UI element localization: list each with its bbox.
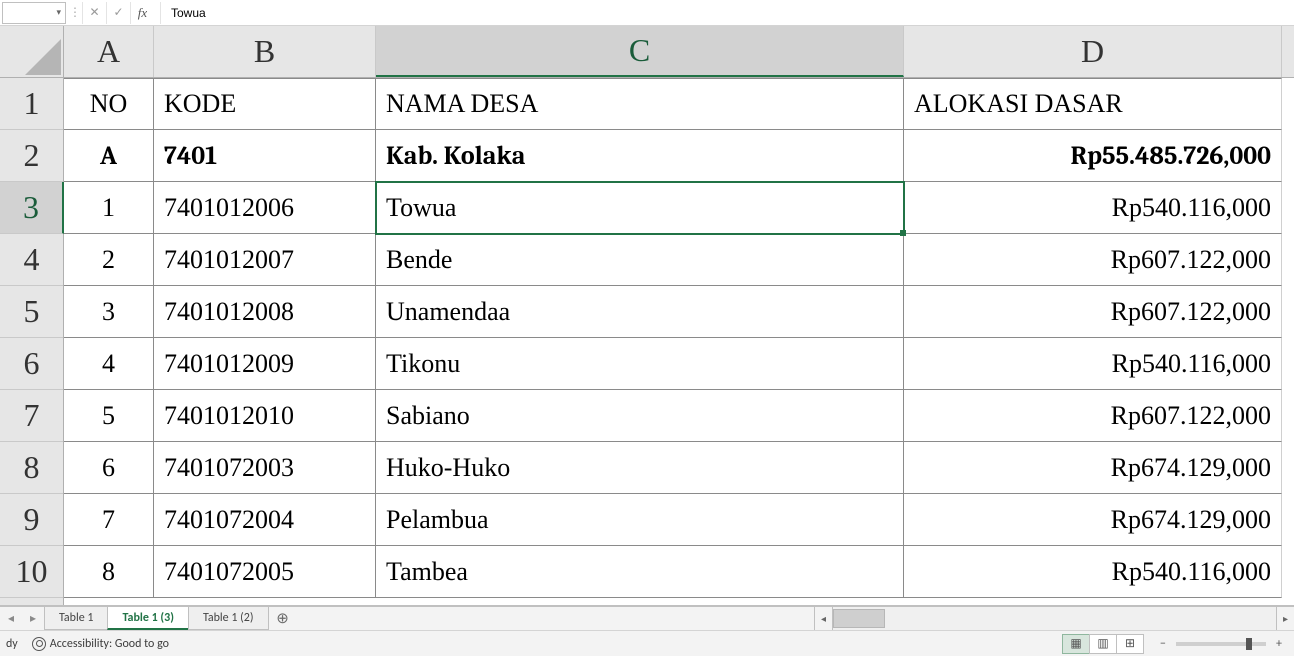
cell[interactable]: 2 [64,234,154,286]
namebox-drag-handle[interactable]: ⋮ [68,5,82,20]
accessibility-icon [32,637,46,651]
cell[interactable]: Unamendaa [376,286,904,338]
chevron-down-icon: ▾ [56,7,61,18]
cell[interactable]: 7401012010 [154,390,376,442]
cell[interactable]: Sabiano [376,390,904,442]
row-header-4[interactable]: 4 [0,234,63,286]
sheet-tab[interactable]: Table 1 [44,607,108,630]
zoom-control: − + [1154,637,1288,651]
cell[interactable]: Huko-Huko [376,442,904,494]
add-sheet-button[interactable]: ⊕ [268,607,298,630]
cell[interactable]: NAMA DESA [376,78,904,130]
zoom-in-button[interactable]: + [1270,637,1288,651]
column-headers: ABCD [64,26,1294,78]
cell[interactable]: Pelambua [376,494,904,546]
view-normal-icon[interactable]: ▦ [1062,634,1090,654]
cell[interactable]: Rp55.485.726,000 [904,130,1282,182]
cell[interactable]: 7401072004 [154,494,376,546]
row-header-10[interactable]: 10 [0,546,63,598]
cell[interactable]: 6 [64,442,154,494]
status-bar: dy Accessibility: Good to go ▦ ▥ ⊞ − + [0,630,1294,656]
cell[interactable]: Rp674.129,000 [904,494,1282,546]
cell[interactable]: Bende [376,234,904,286]
column-header-A[interactable]: A [64,26,154,77]
formula-bar: ▾ ⋮ ✕ ✓ fx [0,0,1294,26]
row-header-9[interactable]: 9 [0,494,63,546]
cell[interactable]: 5 [64,390,154,442]
row-header-3[interactable]: 3 [0,182,64,234]
cell[interactable]: A [64,130,154,182]
row-header-2[interactable]: 2 [0,130,63,182]
cell[interactable]: Rp540.116,000 [904,546,1282,598]
sheet-tab-row: ◂ ▸ Table 1Table 1 (3)Table 1 (2) ⊕ ◂ ▸ [0,606,1294,630]
row-header-6[interactable]: 6 [0,338,63,390]
tab-nav-next-icon[interactable]: ▸ [22,607,44,630]
cell[interactable]: 7401012008 [154,286,376,338]
view-page-layout-icon[interactable]: ▥ [1089,634,1117,654]
row-header-5[interactable]: 5 [0,286,63,338]
cell[interactable]: Tambea [376,546,904,598]
cell[interactable]: 7401072005 [154,546,376,598]
cell[interactable]: 7401012009 [154,338,376,390]
scroll-track[interactable] [833,607,1276,630]
status-ready: dy [6,637,18,651]
cell[interactable]: Rp674.129,000 [904,442,1282,494]
name-box[interactable]: ▾ [2,2,66,24]
cell[interactable]: 4 [64,338,154,390]
cell[interactable]: 8 [64,546,154,598]
sheet-tabs: Table 1Table 1 (3)Table 1 (2) [44,607,268,630]
scroll-thumb[interactable] [833,609,885,628]
column-header-B[interactable]: B [154,26,376,77]
cell[interactable]: 7401012007 [154,234,376,286]
select-all-corner[interactable] [0,26,64,78]
row-header-7[interactable]: 7 [0,390,63,442]
fx-icon[interactable]: fx [130,2,154,24]
cell[interactable]: 7401 [154,130,376,182]
cell[interactable]: Tikonu [376,338,904,390]
cell[interactable]: 7401012006 [154,182,376,234]
cell[interactable]: Rp540.116,000 [904,182,1282,234]
formula-input[interactable] [171,6,1294,20]
row-header-1[interactable]: 1 [0,78,63,130]
cell[interactable]: Rp607.122,000 [904,234,1282,286]
zoom-out-button[interactable]: − [1154,637,1172,651]
cell[interactable]: ALOKASI DASAR [904,78,1282,130]
scroll-left-icon[interactable]: ◂ [815,607,833,630]
cell[interactable]: Towua [376,182,904,234]
cell[interactable]: Rp607.122,000 [904,286,1282,338]
column-header-D[interactable]: D [904,26,1282,77]
scroll-right-icon[interactable]: ▸ [1276,607,1294,630]
sheet-tab[interactable]: Table 1 (2) [188,607,269,630]
cell[interactable]: Rp540.116,000 [904,338,1282,390]
zoom-track[interactable] [1176,642,1266,646]
cell[interactable]: 7401072003 [154,442,376,494]
grid-area: ABCD 12345678910 NOKODENAMA DESAALOKASI … [0,26,1294,606]
cell[interactable]: 3 [64,286,154,338]
cell[interactable]: Rp607.122,000 [904,390,1282,442]
confirm-icon[interactable]: ✓ [106,2,130,24]
cell[interactable]: 1 [64,182,154,234]
sheet-tab[interactable]: Table 1 (3) [107,607,188,630]
cell[interactable]: 7 [64,494,154,546]
formula-input-wrap [160,2,1294,24]
cells[interactable]: NOKODENAMA DESAALOKASI DASAR A7401Kab. Ko… [64,78,1294,605]
cell[interactable]: Kab. Kolaka [376,130,904,182]
column-header-C[interactable]: C [376,26,904,77]
zoom-thumb[interactable] [1246,638,1252,650]
cancel-icon[interactable]: ✕ [82,2,106,24]
row-header-8[interactable]: 8 [0,442,63,494]
status-accessibility[interactable]: Accessibility: Good to go [50,637,169,651]
view-page-break-icon[interactable]: ⊞ [1116,634,1144,654]
cell[interactable]: NO [64,78,154,130]
tab-nav-prev-icon[interactable]: ◂ [0,607,22,630]
row-headers: 12345678910 [0,78,64,605]
cell[interactable]: KODE [154,78,376,130]
horizontal-scrollbar[interactable]: ◂ ▸ [814,607,1294,630]
